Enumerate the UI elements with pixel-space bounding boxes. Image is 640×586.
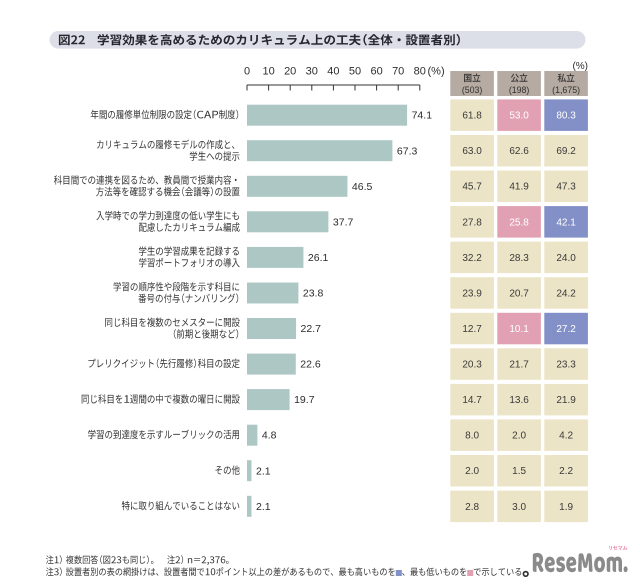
svg-text:8.0: 8.0 <box>465 431 479 442</box>
svg-text:4.8: 4.8 <box>262 430 277 442</box>
svg-text:37.7: 37.7 <box>333 216 354 228</box>
svg-text:21.7: 21.7 <box>509 360 529 371</box>
svg-text:23.8: 23.8 <box>303 288 324 300</box>
svg-text:80: 80 <box>414 66 426 78</box>
svg-text:32.2: 32.2 <box>462 253 482 264</box>
svg-text:26.1: 26.1 <box>308 252 329 264</box>
svg-text:47.3: 47.3 <box>556 182 576 193</box>
svg-text:2.1: 2.1 <box>256 501 271 513</box>
svg-text:27.8: 27.8 <box>462 217 482 228</box>
svg-text:(198): (198) <box>509 85 530 95</box>
svg-text:46.5: 46.5 <box>352 181 373 193</box>
svg-text:(%): (%) <box>572 61 588 72</box>
svg-text:25.8: 25.8 <box>509 217 529 228</box>
svg-text:1.5: 1.5 <box>512 466 526 477</box>
svg-text:21.9: 21.9 <box>556 395 576 406</box>
svg-text:(%): (%) <box>428 66 445 78</box>
svg-text:28.3: 28.3 <box>509 253 529 264</box>
svg-text:19.7: 19.7 <box>294 394 315 406</box>
svg-text:14.7: 14.7 <box>462 395 482 406</box>
svg-text:20: 20 <box>284 66 296 78</box>
svg-text:67.3: 67.3 <box>397 145 418 157</box>
svg-text:69.2: 69.2 <box>556 146 576 157</box>
svg-text:22.6: 22.6 <box>300 359 321 371</box>
svg-text:40: 40 <box>327 66 339 78</box>
svg-text:2.1: 2.1 <box>256 465 271 477</box>
svg-text:80.3: 80.3 <box>556 111 576 122</box>
svg-text:60: 60 <box>370 66 382 78</box>
svg-text:42.1: 42.1 <box>556 217 576 228</box>
svg-text:41.9: 41.9 <box>509 182 529 193</box>
svg-text:30: 30 <box>306 66 318 78</box>
svg-text:23.9: 23.9 <box>462 288 482 299</box>
svg-text:50: 50 <box>349 66 361 78</box>
svg-text:13.6: 13.6 <box>509 395 529 406</box>
svg-text:63.0: 63.0 <box>462 146 482 157</box>
svg-text:1.9: 1.9 <box>559 502 573 513</box>
svg-text:3.0: 3.0 <box>512 502 526 513</box>
svg-text:23.3: 23.3 <box>556 360 576 371</box>
svg-text:22.7: 22.7 <box>301 323 322 335</box>
svg-text:4.2: 4.2 <box>559 431 573 442</box>
svg-text:2.2: 2.2 <box>559 466 573 477</box>
svg-text:24.0: 24.0 <box>556 253 576 264</box>
svg-text:74.1: 74.1 <box>412 110 433 122</box>
svg-text:0: 0 <box>244 66 250 78</box>
svg-text:2.0: 2.0 <box>512 431 526 442</box>
svg-text:61.8: 61.8 <box>462 111 482 122</box>
svg-text:10: 10 <box>262 66 274 78</box>
svg-text:(503): (503) <box>462 85 483 95</box>
svg-text:20.3: 20.3 <box>462 360 482 371</box>
svg-text:45.7: 45.7 <box>462 182 482 193</box>
svg-text:20.7: 20.7 <box>509 288 529 299</box>
svg-text:2.8: 2.8 <box>465 502 479 513</box>
svg-text:62.6: 62.6 <box>509 146 529 157</box>
svg-text:10.1: 10.1 <box>509 324 529 335</box>
svg-text:12.7: 12.7 <box>462 324 482 335</box>
svg-text:53.0: 53.0 <box>509 111 529 122</box>
svg-text:2.0: 2.0 <box>465 466 479 477</box>
svg-text:(1,675): (1,675) <box>552 85 580 95</box>
svg-text:24.2: 24.2 <box>556 288 576 299</box>
svg-text:27.2: 27.2 <box>556 324 576 335</box>
svg-text:70: 70 <box>392 66 404 78</box>
